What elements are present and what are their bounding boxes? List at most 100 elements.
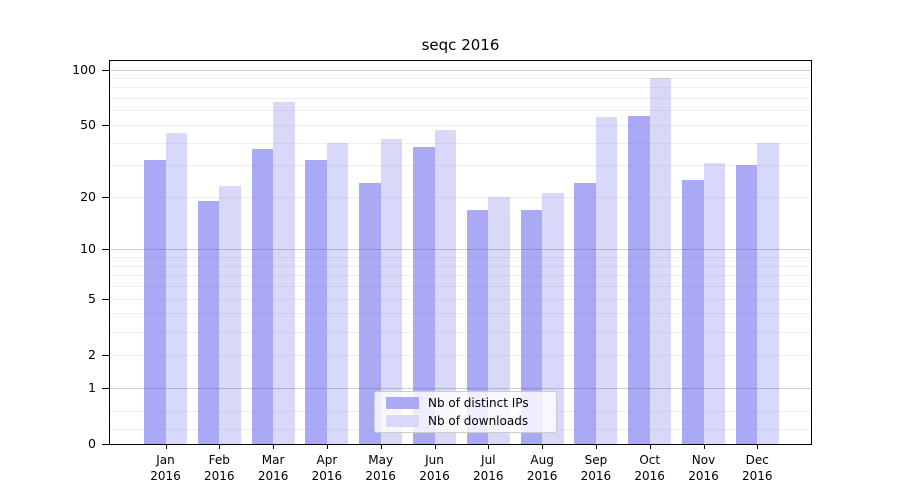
bar-jun-distinct-ips	[413, 146, 435, 444]
y-axis-tick	[102, 354, 109, 356]
bar-feb-downloads	[219, 186, 241, 444]
gridline-minor	[110, 313, 811, 315]
month-label: Jul	[481, 453, 496, 467]
y-axis-label: 5	[88, 290, 96, 306]
x-axis-tick	[219, 445, 221, 449]
gridline-major	[110, 387, 811, 389]
bar-mar-downloads	[273, 101, 295, 444]
x-axis-tick	[649, 445, 651, 449]
month-label: Nov	[691, 453, 716, 467]
x-axis-tick	[165, 445, 167, 449]
gridline-minor	[110, 257, 811, 259]
year-label: 2016	[257, 469, 289, 483]
legend-label-distinct-ips: Nb of distinct IPs	[428, 396, 529, 410]
month-label: Aug	[530, 453, 554, 467]
legend-swatch-distinct-ips-icon	[386, 397, 419, 409]
y-axis-label: 50	[80, 117, 96, 132]
y-axis-tick	[102, 444, 109, 445]
year-label: 2016	[419, 469, 450, 483]
x-axis-label-feb: Feb 2016	[191, 452, 247, 484]
gridline-minor	[110, 98, 811, 100]
bar-apr-downloads	[326, 142, 349, 444]
y-axis-tick	[102, 69, 109, 71]
year-label: 2016	[634, 469, 665, 483]
year-label: 2016	[365, 469, 396, 483]
bar-jan-downloads	[165, 133, 187, 444]
year-label: 2016	[473, 469, 504, 483]
bar-nov-distinct-ips	[682, 179, 704, 444]
bar-sep-downloads	[595, 117, 618, 444]
x-axis-label-nov: Nov 2016	[676, 452, 732, 484]
bar-oct-downloads	[649, 78, 672, 444]
x-axis-label-oct: Oct 2016	[622, 452, 678, 484]
gridline-minor	[110, 78, 811, 79]
x-axis-tick	[488, 445, 490, 449]
x-axis-tick	[595, 445, 597, 449]
y-axis-label: 20	[80, 189, 96, 204]
month-label: Mar	[261, 453, 285, 467]
year-label: 2016	[742, 469, 773, 483]
x-axis-tick	[703, 445, 705, 449]
x-axis-tick	[757, 445, 759, 449]
gridline-major	[110, 69, 811, 71]
x-axis-label-dec: Dec 2016	[729, 452, 785, 484]
x-axis-tick	[326, 445, 328, 449]
bar-jul-distinct-ips	[466, 209, 489, 444]
bar-jul-downloads	[488, 197, 510, 444]
month-label: Sep	[584, 453, 608, 467]
y-axis-tick	[102, 387, 109, 389]
bar-aug-downloads	[542, 193, 564, 444]
legend-item-downloads: Nb of downloads	[386, 414, 556, 428]
legend-swatch-downloads-icon	[386, 415, 419, 427]
bar-nov-downloads	[703, 162, 725, 444]
bar-dec-distinct-ips	[735, 165, 758, 444]
x-axis-label-sep: Sep 2016	[568, 452, 624, 484]
month-label: May	[368, 453, 394, 467]
x-axis-label-apr: Apr 2016	[299, 452, 355, 484]
gridline-minor	[110, 125, 811, 126]
x-axis-label-jan: Jan 2016	[138, 452, 194, 484]
gridline-minor	[110, 275, 811, 277]
y-axis-tick	[102, 197, 109, 198]
month-label: Dec	[745, 453, 769, 467]
gridline-minor	[110, 110, 811, 112]
month-label: Jun	[425, 453, 444, 467]
bar-aug-distinct-ips	[520, 209, 543, 444]
bar-mar-distinct-ips	[251, 148, 274, 444]
y-axis-label: 1	[88, 379, 96, 395]
gridline-minor	[110, 87, 811, 89]
y-axis-tick	[102, 249, 109, 251]
bar-feb-distinct-ips	[197, 200, 220, 444]
bar-jun-downloads	[434, 129, 456, 444]
legend: Nb of distinct IPs Nb of downloads	[374, 391, 557, 433]
bar-jan-distinct-ips	[144, 160, 166, 444]
bar-sep-distinct-ips	[574, 182, 596, 444]
x-axis-label-mar: Mar 2016	[245, 452, 301, 484]
plot-area	[109, 60, 812, 445]
chart-title: seqc 2016	[421, 36, 500, 54]
year-label: 2016	[311, 469, 343, 483]
x-axis-tick	[380, 445, 382, 449]
y-axis-tick	[102, 298, 109, 300]
gridline-minor	[110, 286, 811, 288]
month-label: Oct	[639, 453, 661, 467]
y-axis-label: 0	[88, 436, 96, 451]
y-axis-label: 2	[88, 346, 96, 362]
year-label: 2016	[580, 469, 612, 483]
gridline-minor	[110, 165, 811, 167]
x-axis-label-may: May 2016	[353, 452, 409, 484]
legend-label-downloads: Nb of downloads	[428, 414, 529, 428]
gridline-major	[110, 249, 811, 251]
bar-may-distinct-ips	[359, 182, 381, 444]
x-axis-tick	[273, 445, 275, 449]
bar-dec-downloads	[757, 142, 779, 444]
year-label: 2016	[688, 469, 719, 483]
month-label: Feb	[208, 453, 230, 467]
month-label: Apr	[316, 453, 338, 467]
gridline-minor	[110, 331, 811, 333]
gridline-minor	[110, 142, 811, 144]
bar-may-downloads	[380, 138, 403, 444]
y-axis-label: 100	[72, 61, 96, 77]
gridline-minor	[110, 197, 811, 198]
